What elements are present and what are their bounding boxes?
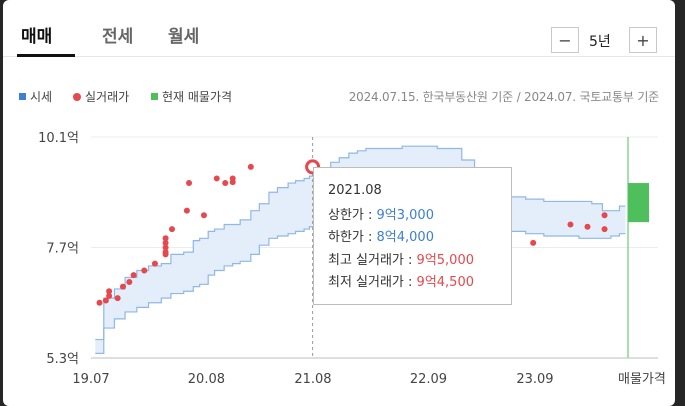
legend-actual-trade: 실거래가 — [73, 88, 129, 105]
source-note: 2024.07.15. 한국부동산원 기준 / 2024.07. 국토교통부 기… — [348, 90, 659, 104]
legend-actual-trade-label: 실거래가 — [85, 90, 130, 104]
tooltip-max-label: 최고 실거래가 : — [328, 252, 417, 268]
tooltip-upper-value: 9억3,000 — [376, 207, 434, 223]
legend-listing-price: 현재 매물가격 — [151, 88, 232, 105]
actual-trade-point — [126, 279, 133, 286]
actual-trade-point — [130, 272, 137, 279]
x-tick-label: 23.09 — [516, 372, 553, 387]
tooltip-min-label: 최저 실거래가 : — [328, 275, 417, 290]
actual-trade-point — [106, 292, 113, 299]
actual-trade-point — [162, 244, 169, 251]
actual-trade-point — [96, 299, 103, 306]
tooltip-max-row: 최고 실거래가 : 9억5,000 — [328, 250, 511, 273]
market-price-swatch — [19, 93, 26, 100]
listing-price-swatch — [151, 93, 158, 100]
price-chart-card: 매매 전세 월세 − 5년 + 시세 실거래가 현재 매물가격 2024.07.… — [3, 0, 675, 406]
actual-trade-point — [222, 180, 229, 187]
actual-trade-point — [162, 239, 169, 246]
actual-trade-point — [114, 295, 121, 302]
listing-price-range-bar — [628, 183, 649, 223]
actual-trade-point — [162, 251, 169, 258]
actual-trade-point — [186, 180, 193, 187]
x-tick-label: 19.07 — [72, 372, 109, 387]
legend-listing-price-label: 현재 매물가격 — [162, 90, 233, 104]
x-tick-label: 20.08 — [188, 372, 225, 387]
tooltip-upper-label: 상한가 : — [328, 207, 377, 223]
tabs-divider — [3, 56, 675, 57]
tooltip-upper-row: 상한가 : 9억3,000 — [328, 205, 511, 228]
chart-tooltip: 2021.08 상한가 : 9억3,000 하한가 : 8억4,000 최고 실… — [313, 167, 512, 305]
actual-trade-point — [119, 283, 126, 290]
legend-market-price-label: 시세 — [30, 90, 53, 104]
actual-trade-point — [106, 288, 113, 295]
actual-trade-point — [151, 260, 158, 267]
active-tab-indicator — [17, 54, 75, 57]
actual-trade-point — [601, 226, 608, 233]
tooltip-lower-value: 8억4,000 — [376, 230, 434, 245]
actual-trade-point — [200, 212, 207, 219]
tooltip-date: 2021.08 — [328, 183, 382, 198]
tab-sale[interactable]: 매매 — [21, 27, 53, 47]
actual-trade-swatch — [73, 92, 81, 101]
tooltip-min-value: 9억4,500 — [416, 275, 474, 290]
actual-trade-point — [213, 175, 220, 182]
x-tick-label: 22.09 — [410, 372, 447, 387]
tooltip-lower-label: 하한가 : — [328, 230, 377, 245]
period-value: 5년 — [589, 34, 611, 50]
actual-trade-point — [229, 175, 236, 182]
y-tick-label: 5.3억 — [46, 352, 79, 367]
actual-trade-point — [247, 163, 254, 170]
actual-trade-point — [530, 239, 537, 246]
actual-trade-point — [183, 207, 190, 214]
actual-trade-point — [102, 297, 109, 304]
actual-trade-point — [141, 267, 148, 274]
x-tick-label: 매물가격 — [618, 372, 666, 387]
actual-trade-point — [567, 221, 574, 228]
actual-trade-point — [601, 212, 608, 219]
actual-trade-point — [584, 223, 591, 230]
y-tick-label: 7.7억 — [46, 242, 79, 257]
tooltip-lower-row: 하한가 : 8억4,000 — [328, 227, 511, 250]
period-increase-button[interactable]: + — [629, 27, 657, 53]
tooltip-min-row: 최저 실거래가 : 9억4,500 — [328, 272, 511, 295]
actual-trade-point — [168, 226, 175, 233]
tooltip-max-value: 9억5,000 — [416, 252, 474, 268]
tab-monthly-rent[interactable]: 월세 — [168, 27, 200, 47]
tab-jeonse[interactable]: 전세 — [102, 27, 134, 47]
x-tick-label: 21.08 — [294, 372, 331, 387]
legend-market-price: 시세 — [19, 88, 52, 105]
actual-trade-point — [162, 235, 169, 242]
y-tick-label: 10.1억 — [38, 131, 79, 146]
period-decrease-button[interactable]: − — [551, 27, 579, 53]
